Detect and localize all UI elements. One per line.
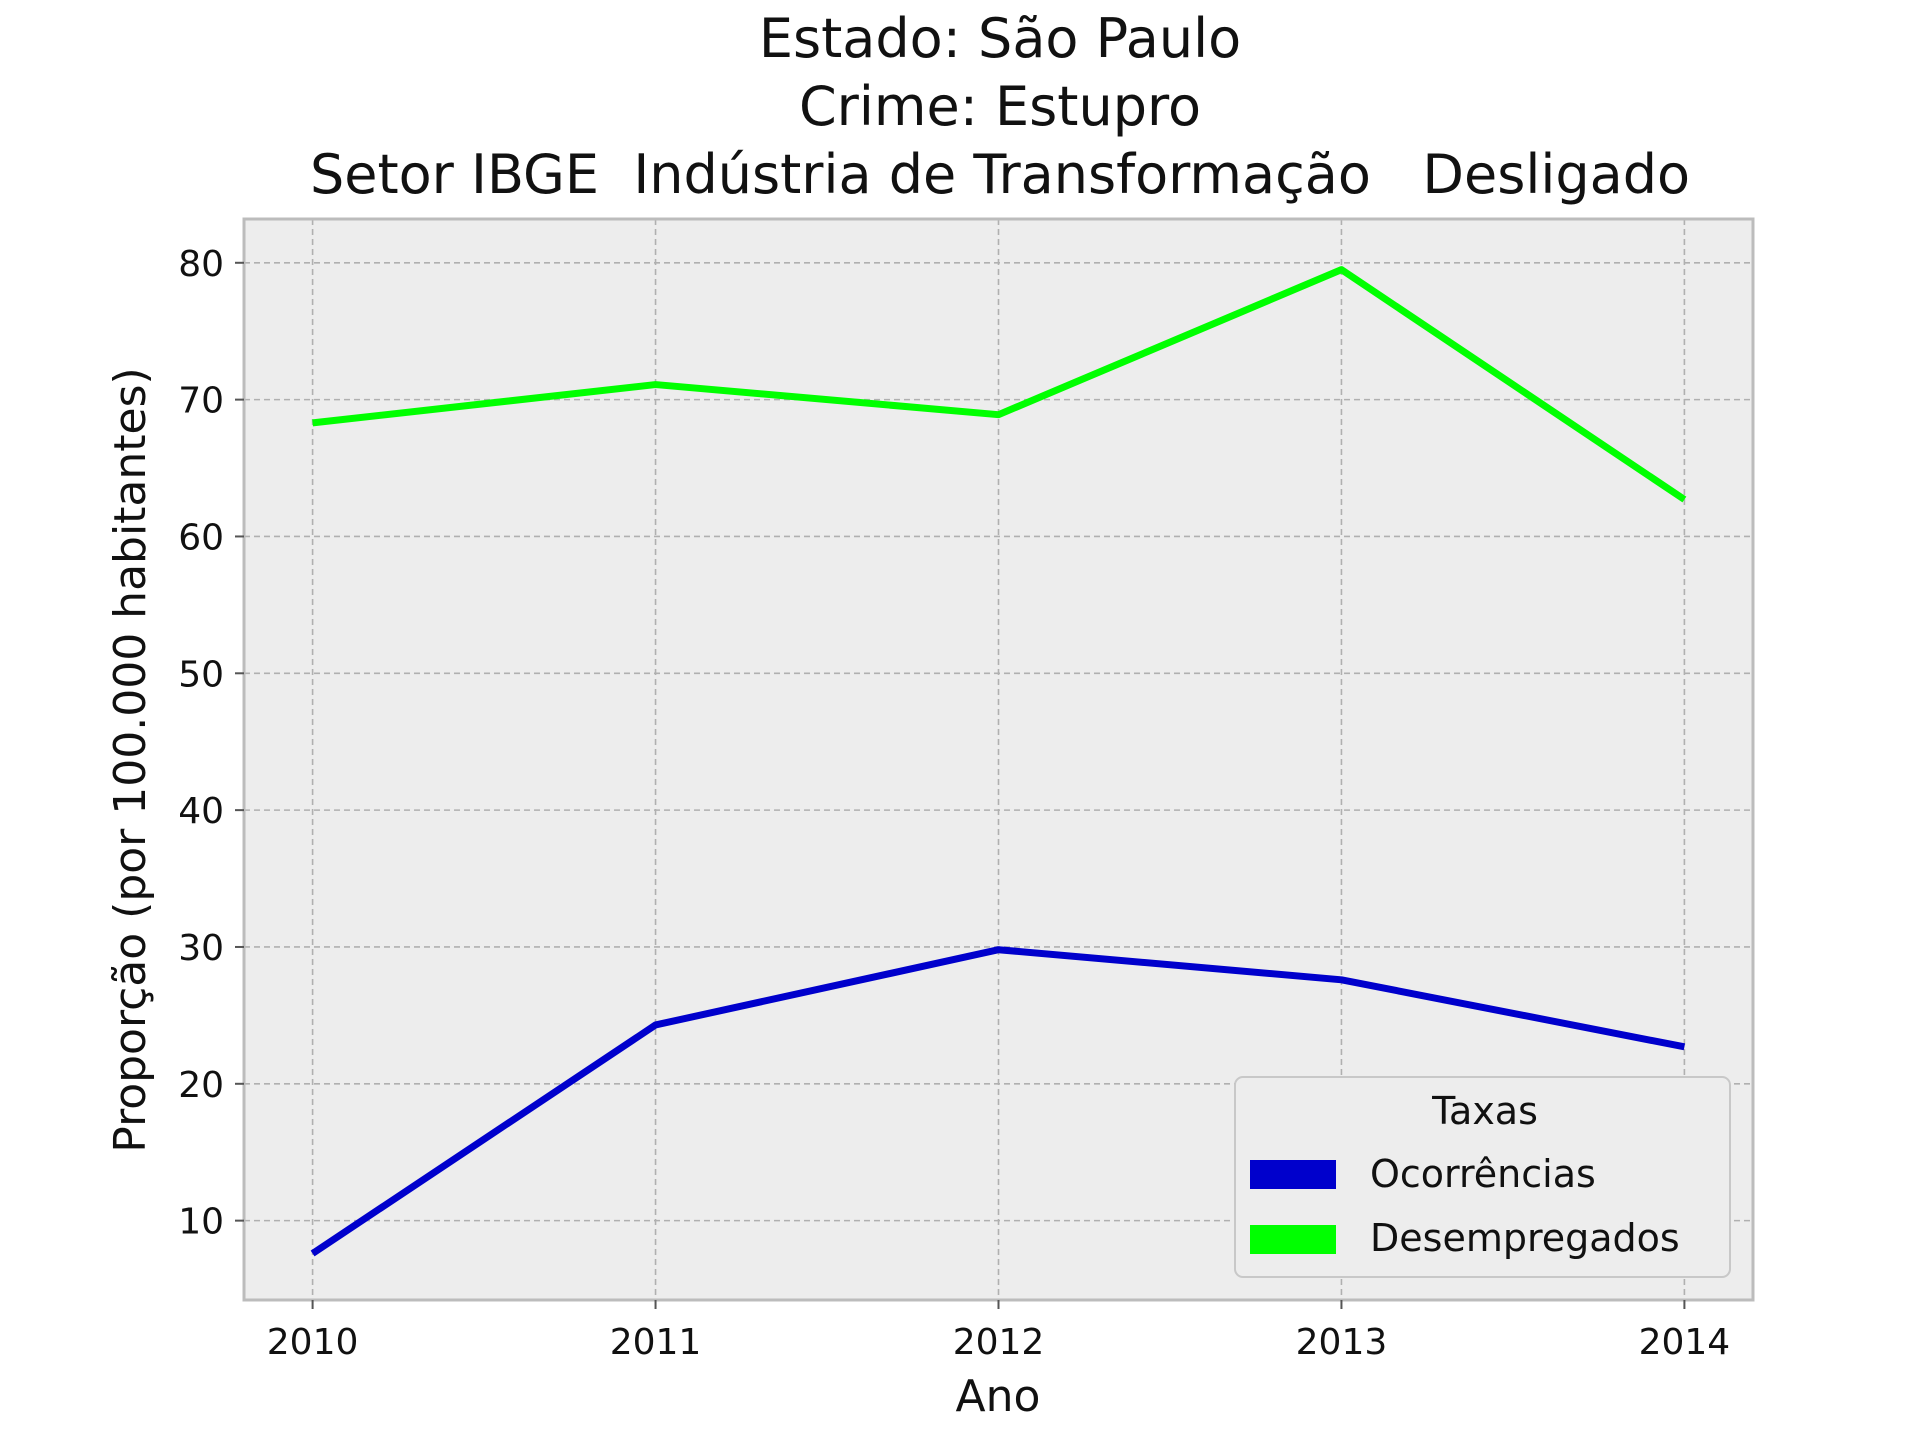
legend-label-desempregados: Desempregados bbox=[1370, 1216, 1680, 1260]
legend-swatch-ocorrencias bbox=[1250, 1160, 1336, 1189]
y-tick-label: 50 bbox=[178, 654, 224, 695]
chart-title: Estado: São Paulo Crime: Estupro Setor I… bbox=[310, 7, 1690, 206]
legend: Taxas Ocorrências Desempregados bbox=[1234, 1076, 1731, 1278]
y-tick-label: 40 bbox=[178, 791, 224, 832]
x-tick-label: 2010 bbox=[267, 1322, 359, 1363]
y-axis-label: Proporção (por 100.000 habitantes) bbox=[105, 367, 156, 1152]
x-tick-label: 2012 bbox=[953, 1322, 1045, 1363]
legend-swatch-desempregados bbox=[1250, 1225, 1336, 1254]
legend-box bbox=[1234, 1076, 1731, 1278]
y-tick-label: 30 bbox=[178, 928, 224, 969]
title-line-1: Estado: São Paulo bbox=[759, 7, 1241, 70]
x-axis: 2010 2011 2012 2013 2014 bbox=[267, 1300, 1730, 1363]
series-layer bbox=[310, 266, 1687, 1257]
legend-title: Taxas bbox=[1431, 1089, 1538, 1133]
title-line-2: Crime: Estupro bbox=[799, 75, 1201, 138]
y-tick-label: 80 bbox=[178, 244, 224, 285]
x-axis-label: Ano bbox=[956, 1371, 1041, 1422]
y-axis: 10 20 30 40 50 60 70 80 bbox=[178, 244, 244, 1243]
title-line-3: Setor IBGE Indústria de Transformação De… bbox=[310, 143, 1690, 206]
y-tick-label: 10 bbox=[178, 1202, 224, 1243]
x-tick-label: 2014 bbox=[1639, 1322, 1731, 1363]
x-tick-label: 2011 bbox=[610, 1322, 702, 1363]
x-tick-label: 2013 bbox=[1296, 1322, 1388, 1363]
y-tick-label: 20 bbox=[178, 1065, 224, 1106]
legend-label-ocorrencias: Ocorrências bbox=[1370, 1152, 1596, 1196]
y-tick-label: 70 bbox=[178, 381, 224, 422]
y-tick-label: 60 bbox=[178, 517, 224, 558]
